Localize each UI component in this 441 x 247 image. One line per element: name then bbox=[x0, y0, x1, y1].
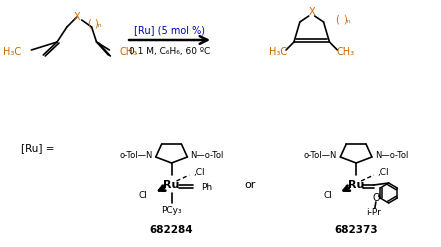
Text: 0.1 M, C₆H₆, 60 ºC: 0.1 M, C₆H₆, 60 ºC bbox=[129, 47, 210, 57]
Text: Ph: Ph bbox=[201, 183, 212, 191]
Text: (: ( bbox=[87, 19, 90, 29]
Text: (: ( bbox=[336, 15, 339, 25]
Text: Cl: Cl bbox=[139, 190, 148, 200]
Text: H₃C: H₃C bbox=[4, 47, 22, 57]
Text: N—o-Tol: N—o-Tol bbox=[191, 151, 224, 161]
Text: X: X bbox=[308, 7, 315, 17]
Text: X: X bbox=[74, 12, 80, 22]
Text: Ru: Ru bbox=[163, 180, 180, 190]
Text: N—o-Tol: N—o-Tol bbox=[375, 151, 408, 161]
Text: o-Tol—N: o-Tol—N bbox=[304, 151, 337, 161]
Text: 682373: 682373 bbox=[334, 225, 378, 235]
Text: )ₙ: )ₙ bbox=[343, 15, 351, 25]
Text: [Ru] =: [Ru] = bbox=[21, 143, 54, 153]
Text: or: or bbox=[245, 180, 256, 190]
Text: H₃C: H₃C bbox=[269, 47, 287, 57]
Text: Cl: Cl bbox=[324, 190, 333, 200]
Text: [Ru] (5 mol %): [Ru] (5 mol %) bbox=[134, 25, 205, 35]
Text: i-Pr: i-Pr bbox=[366, 207, 381, 217]
Text: CH₃: CH₃ bbox=[119, 47, 137, 57]
Text: 682284: 682284 bbox=[150, 225, 193, 235]
Text: Ru: Ru bbox=[348, 180, 364, 190]
Text: ,Cl: ,Cl bbox=[193, 168, 205, 178]
Text: o-Tol—N: o-Tol—N bbox=[120, 151, 153, 161]
Text: PCy₃: PCy₃ bbox=[161, 206, 182, 214]
Text: ,Cl: ,Cl bbox=[378, 168, 389, 178]
Text: )ₙ: )ₙ bbox=[94, 19, 102, 29]
Text: O: O bbox=[372, 193, 380, 203]
Text: CH₃: CH₃ bbox=[336, 47, 354, 57]
